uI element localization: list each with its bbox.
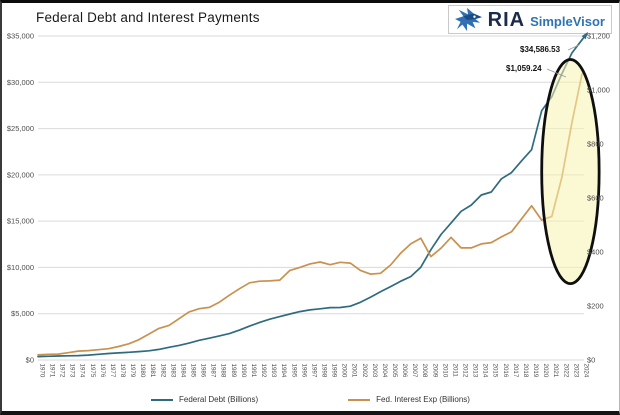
x-axis-tick: 1985 <box>190 364 197 378</box>
x-axis-tick: 2016 <box>502 364 509 378</box>
left-axis-tick: $35,000 <box>7 32 34 41</box>
brand-name: RIA <box>487 8 526 31</box>
left-axis-tick: $30,000 <box>7 78 34 87</box>
x-axis-tick: 2007 <box>411 364 418 378</box>
x-axis-tick: 2019 <box>532 364 539 378</box>
x-axis-tick: 1983 <box>169 364 176 378</box>
x-axis-tick: 2010 <box>441 364 448 378</box>
x-axis-tick: 2001 <box>351 364 358 378</box>
right-axis-tick: $200 <box>587 302 604 311</box>
x-axis-tick: 2009 <box>431 364 438 378</box>
highlight-ellipse <box>540 58 601 285</box>
debt-end-value-label: $34,586.53 <box>520 45 561 54</box>
x-axis-tick: 2020 <box>542 364 549 378</box>
interest-end-value-label: $1,059.24 <box>506 64 542 73</box>
legend-label: Federal Debt (Billions) <box>179 395 259 404</box>
falcon-icon <box>453 7 483 32</box>
x-axis-tick: 1976 <box>99 364 106 378</box>
x-axis-tick: 2011 <box>451 364 458 378</box>
x-axis-tick: 1977 <box>109 364 116 378</box>
debt-label-leader-line <box>567 44 580 51</box>
interest-label-leader-line <box>546 68 567 78</box>
x-axis-tick: 1989 <box>230 364 237 378</box>
x-axis-tick: 1997 <box>310 364 317 378</box>
x-axis-tick: 1984 <box>179 364 186 378</box>
x-axis-tick: 1988 <box>220 364 227 378</box>
left-axis-tick: $5,000 <box>11 309 34 318</box>
right-axis-tick: $0 <box>587 356 595 365</box>
left-axis-tick: $0 <box>26 356 34 365</box>
left-axis-tick: $10,000 <box>7 263 34 272</box>
x-axis-tick: 1996 <box>300 364 307 378</box>
series-interest <box>37 73 583 356</box>
left-axis-tick: $20,000 <box>7 170 34 179</box>
x-axis-tick: 2004 <box>381 364 388 378</box>
x-axis-tick: 2003 <box>371 364 378 378</box>
right-axis-tick: $1,200 <box>587 32 610 41</box>
chart-legend: Federal Debt (Billions) Fed. Interest Exp… <box>2 395 619 404</box>
x-axis-tick: 1994 <box>280 364 287 378</box>
x-axis-tick: 2014 <box>482 364 489 378</box>
chart-plot: $0 $5,000 $10,000 $15,000 $20,000 $25,000 $30,… <box>7 31 610 378</box>
x-axis-tick: 1986 <box>200 364 207 378</box>
x-axis-tick: 1975 <box>89 364 96 378</box>
legend-swatch <box>348 398 371 401</box>
x-axis-tick: 2024 <box>582 364 589 378</box>
right-axis-tick: $800 <box>587 140 604 149</box>
x-axis-tick: 1974 <box>79 364 86 378</box>
x-axis-tick: 1979 <box>129 364 136 378</box>
x-axis-tick: 2018 <box>522 364 529 378</box>
x-axis-tick: 1972 <box>59 364 66 378</box>
x-axis-tick: 2022 <box>562 364 569 378</box>
x-axis-tick: 1987 <box>210 364 217 378</box>
brand-logo: RIA SimpleVisor <box>447 5 612 34</box>
x-axis-tick: 2002 <box>361 364 368 378</box>
x-axis-tick: 1991 <box>250 364 257 378</box>
x-axis-tick: 1992 <box>260 364 267 378</box>
x-axis-tick: 2013 <box>472 364 479 378</box>
x-axis-tick: 2021 <box>552 364 559 378</box>
brand-product: SimpleVisor <box>530 13 605 29</box>
x-axis-tick: 2015 <box>492 364 499 378</box>
chart-title: Federal Debt and Interest Payments <box>36 10 260 25</box>
left-axis-tick: $15,000 <box>7 217 34 226</box>
series-debt <box>37 38 583 358</box>
x-axis-tick: 2017 <box>512 364 519 378</box>
legend-label: Fed. Interest Exp (Billions) <box>376 395 470 404</box>
x-axis-tick: 2023 <box>572 364 579 378</box>
right-axis-tick: $600 <box>587 194 604 203</box>
right-axis-tick: $400 <box>587 248 604 257</box>
x-axis-tick: 2000 <box>341 364 348 378</box>
x-axis-tick: 1981 <box>149 364 156 378</box>
legend-swatch <box>151 398 174 401</box>
x-axis-tick: 1971 <box>48 364 55 378</box>
x-axis-tick: 1993 <box>270 364 277 378</box>
x-axis-tick: 1999 <box>331 364 338 378</box>
right-axis-tick: $1,000 <box>587 86 610 95</box>
left-axis-tick: $25,000 <box>7 124 34 133</box>
x-axis-tick: 1980 <box>139 364 146 378</box>
x-axis-tick: 1970 <box>38 364 45 378</box>
x-axis-tick: 1973 <box>69 364 76 378</box>
x-axis-tick: 1995 <box>290 364 297 378</box>
x-axis-tick: 1978 <box>119 364 126 378</box>
x-axis-tick: 2006 <box>401 364 408 378</box>
x-axis-tick: 2012 <box>462 364 469 378</box>
x-axis-tick: 2005 <box>391 364 398 378</box>
debt-line-arrowhead <box>581 31 589 40</box>
x-axis-tick: 2008 <box>421 364 428 378</box>
legend-item-1: Fed. Interest Exp (Billions) <box>348 395 470 404</box>
x-axis-tick: 1998 <box>320 364 327 378</box>
legend-item-0: Federal Debt (Billions) <box>151 395 258 404</box>
x-axis-tick: 1990 <box>240 364 247 378</box>
x-axis-tick: 1982 <box>159 364 166 378</box>
